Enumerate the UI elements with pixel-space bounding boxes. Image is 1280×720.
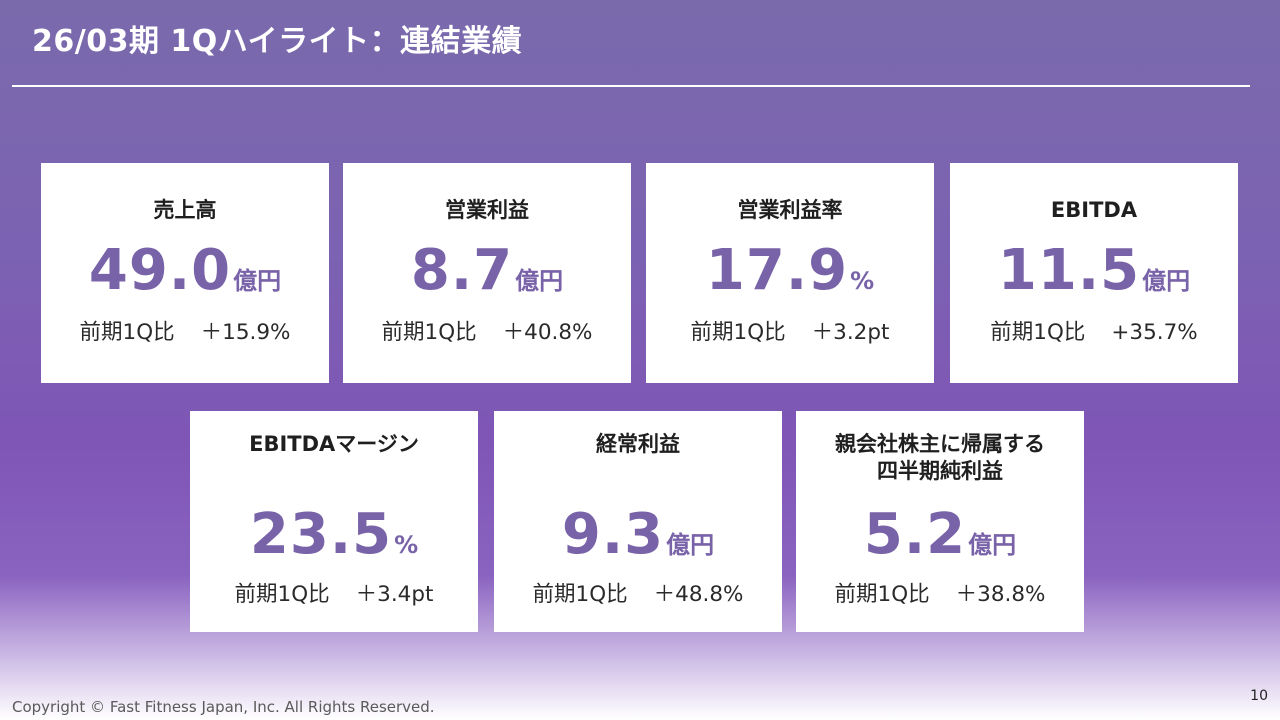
comparison-value: ＋15.9% xyxy=(200,320,291,345)
kpi-card-ebitda: EBITDA 11.5億円 前期1Q比 +35.7% xyxy=(950,163,1238,383)
comparison-value: +35.7% xyxy=(1111,320,1198,345)
kpi-card-operating-margin: 営業利益率 17.9% 前期1Q比 ＋3.2pt xyxy=(646,163,934,383)
kpi-number: 8.7 xyxy=(410,238,514,303)
kpi-comparison: 前期1Q比 ＋40.8% xyxy=(343,315,631,346)
kpi-label: 営業利益率 xyxy=(737,198,843,222)
comparison-value: ＋38.8% xyxy=(955,582,1046,607)
kpi-unit: 億円 xyxy=(515,267,564,295)
kpi-card-ordinary-profit: 経常利益 9.3億円 前期1Q比 ＋48.8% xyxy=(494,411,782,632)
kpi-value: 11.5億円 xyxy=(950,243,1238,299)
kpi-value: 23.5% xyxy=(190,507,478,563)
kpi-comparison: 前期1Q比 ＋3.2pt xyxy=(646,315,934,346)
kpi-card-operating-profit: 営業利益 8.7億円 前期1Q比 ＋40.8% xyxy=(343,163,631,383)
comparison-value: ＋40.8% xyxy=(502,320,593,345)
kpi-unit: 億円 xyxy=(968,531,1017,559)
kpi-value: 49.0億円 xyxy=(41,243,329,299)
kpi-comparison: 前期1Q比 ＋48.8% xyxy=(494,577,782,608)
kpi-unit: % xyxy=(850,267,875,295)
kpi-label: 経常利益 xyxy=(596,432,680,456)
kpi-unit: 億円 xyxy=(666,531,715,559)
comparison-label: 前期1Q比 xyxy=(990,320,1086,345)
kpi-card-ebitda-margin: EBITDAマージン 23.5% 前期1Q比 ＋3.4pt xyxy=(190,411,478,632)
kpi-comparison: 前期1Q比 ＋15.9% xyxy=(41,315,329,346)
page-title: 26/03期 1Qハイライト：連結業績 xyxy=(32,24,523,59)
kpi-label: 売上高 xyxy=(153,198,217,222)
comparison-label: 前期1Q比 xyxy=(834,582,930,607)
kpi-number: 11.5 xyxy=(997,238,1141,303)
kpi-comparison: 前期1Q比 ＋38.8% xyxy=(796,577,1084,608)
comparison-label: 前期1Q比 xyxy=(234,582,330,607)
comparison-label: 前期1Q比 xyxy=(79,320,175,345)
kpi-value: 9.3億円 xyxy=(494,507,782,563)
comparison-label: 前期1Q比 xyxy=(381,320,477,345)
kpi-value: 8.7億円 xyxy=(343,243,631,299)
copyright-text: Copyright © Fast Fitness Japan, Inc. All… xyxy=(12,698,435,716)
page-number: 10 xyxy=(1250,688,1268,704)
comparison-label: 前期1Q比 xyxy=(532,582,628,607)
kpi-unit: 億円 xyxy=(233,267,282,295)
kpi-comparison: 前期1Q比 +35.7% xyxy=(950,315,1238,346)
kpi-number: 17.9 xyxy=(705,238,849,303)
kpi-number: 9.3 xyxy=(561,502,665,567)
kpi-number: 5.2 xyxy=(863,502,967,567)
kpi-label: 営業利益 xyxy=(445,198,529,222)
comparison-value: ＋3.4pt xyxy=(355,582,434,607)
kpi-comparison: 前期1Q比 ＋3.4pt xyxy=(190,577,478,608)
comparison-label: 前期1Q比 xyxy=(690,320,786,345)
kpi-value: 17.9% xyxy=(646,243,934,299)
kpi-unit: % xyxy=(394,531,419,559)
comparison-value: ＋3.2pt xyxy=(811,320,890,345)
kpi-number: 23.5 xyxy=(249,502,393,567)
kpi-number: 49.0 xyxy=(88,238,232,303)
kpi-label: EBITDA xyxy=(1050,198,1138,222)
kpi-value: 5.2億円 xyxy=(796,507,1084,563)
kpi-card-net-income: 親会社株主に帰属する 四半期純利益 5.2億円 前期1Q比 ＋38.8% xyxy=(796,411,1084,632)
comparison-value: ＋48.8% xyxy=(653,582,744,607)
title-divider xyxy=(12,85,1250,87)
kpi-unit: 億円 xyxy=(1142,267,1191,295)
kpi-label: 親会社株主に帰属する 四半期純利益 xyxy=(835,432,1045,484)
kpi-card-sales: 売上高 49.0億円 前期1Q比 ＋15.9% xyxy=(41,163,329,383)
kpi-label: EBITDAマージン xyxy=(249,432,419,456)
